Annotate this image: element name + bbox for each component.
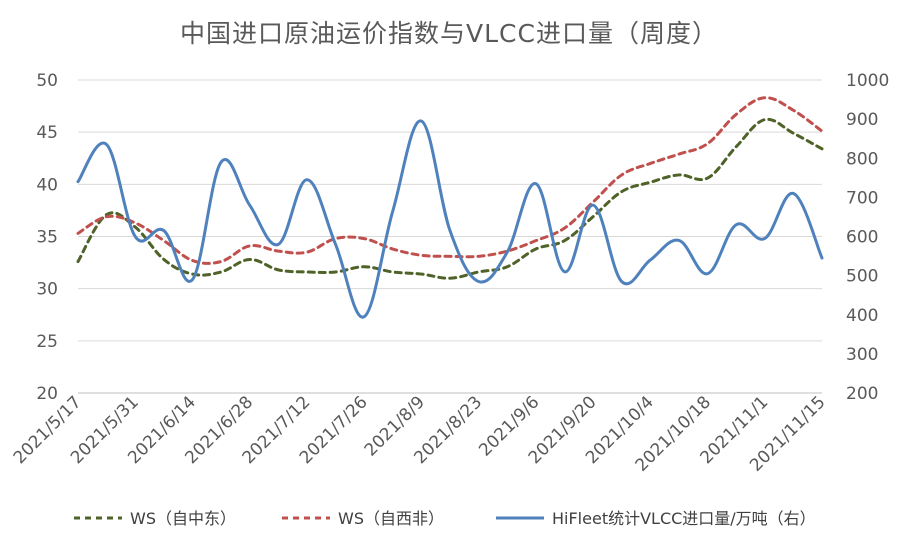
series-line-1 <box>76 96 824 265</box>
y-right-tick-label: 900 <box>846 110 878 130</box>
y-left-tick-label: 45 <box>36 123 58 143</box>
y-right-tick-label: 300 <box>846 345 878 365</box>
y-left-tick-label: 35 <box>36 228 58 248</box>
y-right-tick-label: 200 <box>846 384 878 404</box>
y-right-tick-label: 1000 <box>846 71 889 91</box>
legend-label-2: HiFleet统计VLCC进口量/万吨（右） <box>552 509 816 528</box>
y-right-tick-label: 800 <box>846 149 878 169</box>
y-right-tick-label: 700 <box>846 188 878 208</box>
y-left-tick-label: 40 <box>36 175 58 195</box>
series-line-2 <box>76 119 824 319</box>
y-right-tick-label: 400 <box>846 306 878 326</box>
y-left-tick-label: 50 <box>36 71 58 91</box>
chart-title: 中国进口原油运价指数与VLCC进口量（周度） <box>180 19 718 48</box>
legend-label-1: WS（自西非） <box>338 509 444 528</box>
y-left-tick-label: 30 <box>36 280 58 300</box>
y-left-tick-label: 20 <box>36 384 58 404</box>
y-left-tick-label: 25 <box>36 332 58 352</box>
series-line-0 <box>76 117 824 280</box>
legend-label-0: WS（自中东） <box>130 509 236 528</box>
y-right-tick-label: 600 <box>846 228 878 248</box>
y-right-tick-label: 500 <box>846 267 878 287</box>
